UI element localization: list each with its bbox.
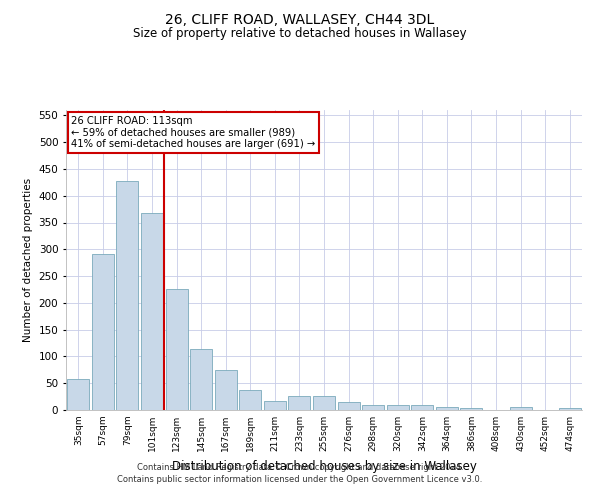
Text: 26 CLIFF ROAD: 113sqm
← 59% of detached houses are smaller (989)
41% of semi-det: 26 CLIFF ROAD: 113sqm ← 59% of detached … [71, 116, 316, 149]
Bar [264, 401, 286, 410]
Bar [559, 408, 581, 410]
Bar [411, 404, 433, 410]
Text: Contains public sector information licensed under the Open Government Licence v3: Contains public sector information licen… [118, 475, 482, 484]
Bar [190, 350, 212, 410]
Bar [460, 408, 482, 410]
Bar [239, 390, 262, 410]
Bar [141, 213, 163, 410]
Bar [436, 408, 458, 410]
Bar [386, 404, 409, 410]
Bar [362, 405, 384, 410]
Bar [215, 370, 237, 410]
Bar [509, 407, 532, 410]
Text: Contains HM Land Registry data © Crown copyright and database right 2024.: Contains HM Land Registry data © Crown c… [137, 464, 463, 472]
Bar [116, 180, 139, 410]
Text: Size of property relative to detached houses in Wallasey: Size of property relative to detached ho… [133, 28, 467, 40]
Bar [289, 396, 310, 410]
Bar [166, 289, 188, 410]
Text: 26, CLIFF ROAD, WALLASEY, CH44 3DL: 26, CLIFF ROAD, WALLASEY, CH44 3DL [166, 12, 434, 26]
Y-axis label: Number of detached properties: Number of detached properties [23, 178, 33, 342]
Bar [67, 380, 89, 410]
Bar [338, 402, 359, 410]
Bar [313, 396, 335, 410]
Bar [92, 254, 114, 410]
X-axis label: Distribution of detached houses by size in Wallasey: Distribution of detached houses by size … [172, 460, 476, 472]
